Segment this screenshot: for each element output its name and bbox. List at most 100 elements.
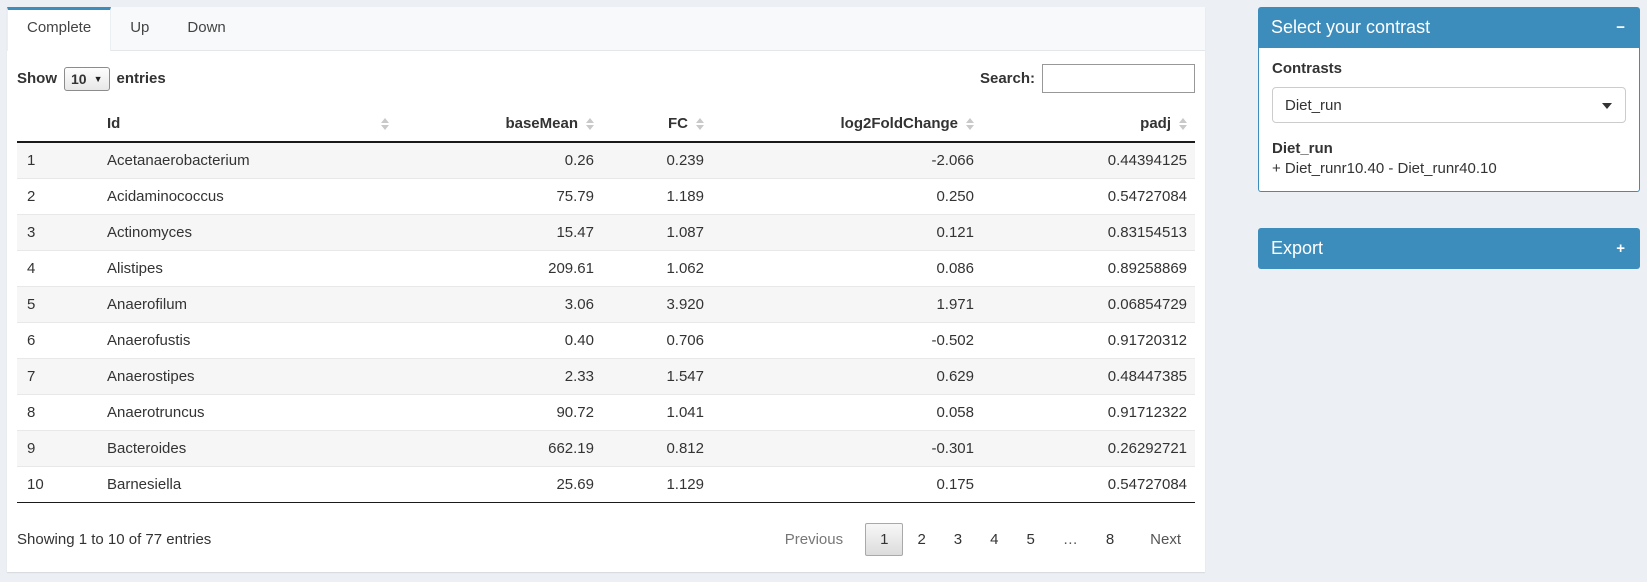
table-row[interactable]: 1 Acetanaerobacterium 0.26 0.239 -2.066 0.443…	[17, 142, 1195, 179]
table-footer: Showing 1 to 10 of 77 entries Previous 1 2…	[7, 503, 1205, 556]
table-header: Id baseMean FC log2FoldChange padj	[17, 107, 1195, 143]
sort-icon	[966, 118, 974, 130]
contrast-box-title: Select your contrast	[1271, 17, 1431, 37]
row-index-cell: 8	[17, 394, 97, 431]
table-row[interactable]: 4 Alistipes 209.61 1.062 0.086 0.89258869	[17, 250, 1195, 287]
search-input[interactable]	[1042, 64, 1195, 93]
column-header-baseMean[interactable]: baseMean	[397, 107, 602, 143]
table-row[interactable]: 9 Bacteroides 662.19 0.812 -0.301 0.26292721	[17, 430, 1195, 467]
cell-log2FoldChange: -0.502	[712, 322, 982, 359]
cell-log2FoldChange: 0.175	[712, 466, 982, 503]
pagination-page-2[interactable]: 2	[917, 531, 926, 548]
cell-FC: 3.920	[602, 286, 712, 323]
table-row[interactable]: 10 Barnesiella 25.69 1.129 0.175 0.54727084	[17, 466, 1195, 503]
cell-log2FoldChange: 0.121	[712, 214, 982, 251]
contrast-box-header: Select your contrast −	[1258, 7, 1640, 48]
table-row[interactable]: 7 Anaerostipes 2.33 1.547 0.629 0.48447385	[17, 358, 1195, 395]
pagination-page-3[interactable]: 3	[953, 531, 963, 548]
export-box-header: Export +	[1258, 228, 1640, 269]
export-box-title: Export	[1271, 238, 1324, 258]
cell-FC: 1.547	[602, 358, 712, 395]
table-row[interactable]: 3 Actinomyces 15.47 1.087 0.121 0.83154513	[17, 214, 1195, 251]
cell-FC: 0.239	[602, 142, 712, 179]
pagination-previous[interactable]: Previous	[784, 531, 844, 548]
cell-padj: 0.06854729	[982, 286, 1195, 323]
cell-padj: 0.44394125	[982, 142, 1195, 179]
row-index-cell: 4	[17, 250, 97, 287]
sort-icon	[381, 118, 389, 130]
cell-padj: 0.91720312	[982, 322, 1195, 359]
pagination-next[interactable]: Next	[1150, 531, 1181, 548]
cell-baseMean: 75.79	[397, 178, 602, 215]
cell-log2FoldChange: 0.250	[712, 178, 982, 215]
chevron-down-icon	[1602, 103, 1612, 109]
sort-icon	[1179, 118, 1187, 130]
pagination: Previous 1 2 3 4 5 … 8 Next	[771, 523, 1195, 556]
row-index-cell: 5	[17, 286, 97, 323]
tab-bar: Complete Up Down	[7, 7, 1205, 51]
table-row[interactable]: 2 Acidaminococcus 75.79 1.189 0.250 0.5472708…	[17, 178, 1195, 215]
cell-log2FoldChange: 0.086	[712, 250, 982, 287]
table-row[interactable]: 5 Anaerofilum 3.06 3.920 1.971 0.06854729	[17, 286, 1195, 323]
cell-padj: 0.26292721	[982, 430, 1195, 467]
sort-icon	[586, 118, 594, 130]
show-label: Show	[17, 70, 57, 87]
cell-FC: 0.706	[602, 322, 712, 359]
collapse-icon[interactable]: −	[1616, 19, 1625, 36]
column-header-index	[17, 107, 97, 143]
search-control: Search:	[980, 64, 1195, 93]
tab-down[interactable]: Down	[187, 19, 226, 36]
row-index-cell: 9	[17, 430, 97, 467]
column-header-FC[interactable]: FC	[602, 107, 712, 143]
contrast-formula: + Diet_runr10.40 - Diet_runr40.10	[1272, 160, 1497, 177]
pagination-page-5[interactable]: 5	[1026, 531, 1035, 548]
cell-padj: 0.54727084	[982, 178, 1195, 215]
table-controls: Show 10 ▼ entries Search:	[7, 51, 1205, 99]
pagination-page-8[interactable]: 8	[1105, 531, 1115, 548]
entries-label: entries	[116, 70, 166, 87]
contrast-box: Select your contrast − Contrasts Diet_ru…	[1258, 7, 1640, 192]
cell-log2FoldChange: -2.066	[712, 142, 982, 179]
table-row[interactable]: 8 Anaerotruncus 90.72 1.041 0.058 0.91712322	[17, 394, 1195, 431]
cell-FC: 1.087	[602, 214, 712, 251]
contrast-select-value: Diet_run	[1285, 96, 1342, 114]
table-body: 1 Acetanaerobacterium 0.26 0.239 -2.066 0.443…	[17, 142, 1195, 503]
column-header-Id[interactable]: Id	[97, 107, 397, 143]
page-size-select[interactable]: 10 ▼	[64, 66, 110, 91]
cell-FC: 1.189	[602, 178, 712, 215]
cell-log2FoldChange: 1.971	[712, 286, 982, 323]
column-header-padj[interactable]: padj	[982, 107, 1195, 143]
cell-baseMean: 25.69	[397, 466, 602, 503]
cell-log2FoldChange: 0.629	[712, 358, 982, 395]
sidebar: Select your contrast − Contrasts Diet_ru…	[1258, 7, 1640, 269]
table-header-row: Id baseMean FC log2FoldChange padj	[17, 107, 1195, 143]
contrast-select[interactable]: Diet_run	[1272, 87, 1626, 123]
cell-FC: 0.812	[602, 430, 712, 467]
cell-padj: 0.54727084	[982, 466, 1195, 503]
pagination-page-4[interactable]: 4	[990, 531, 999, 548]
cell-baseMean: 3.06	[397, 286, 602, 323]
table-row[interactable]: 6 Anaerofustis 0.40 0.706 -0.502 0.91720312	[17, 322, 1195, 359]
row-index-cell: 10	[17, 466, 97, 503]
pagination-ellipsis: …	[1062, 531, 1078, 548]
cell-padj: 0.89258869	[982, 250, 1195, 287]
cell-FC: 1.041	[602, 394, 712, 431]
results-card: Complete Up Down Show 10 ▼ entries Searc…	[7, 7, 1205, 572]
row-index-cell: 1	[17, 142, 97, 179]
search-label: Search:	[979, 70, 1035, 87]
cell-baseMean: 209.61	[397, 250, 602, 287]
pagination-page-1[interactable]: 1	[865, 523, 904, 556]
cell-Id: Acetanaerobacterium	[97, 142, 397, 179]
cell-baseMean: 662.19	[397, 430, 602, 467]
cell-Id: Anaerofilum	[97, 286, 397, 323]
cell-padj: 0.48447385	[982, 358, 1195, 395]
tab-complete[interactable]: Complete	[7, 7, 112, 51]
cell-padj: 0.91712322	[982, 394, 1195, 431]
column-header-log2FoldChange[interactable]: log2FoldChange	[712, 107, 982, 143]
expand-icon[interactable]: +	[1616, 240, 1625, 257]
row-index-cell: 6	[17, 322, 97, 359]
table-info: Showing 1 to 10 of 77 entries	[17, 531, 212, 548]
tab-up[interactable]: Up	[130, 19, 150, 36]
cell-baseMean: 0.26	[397, 142, 602, 179]
